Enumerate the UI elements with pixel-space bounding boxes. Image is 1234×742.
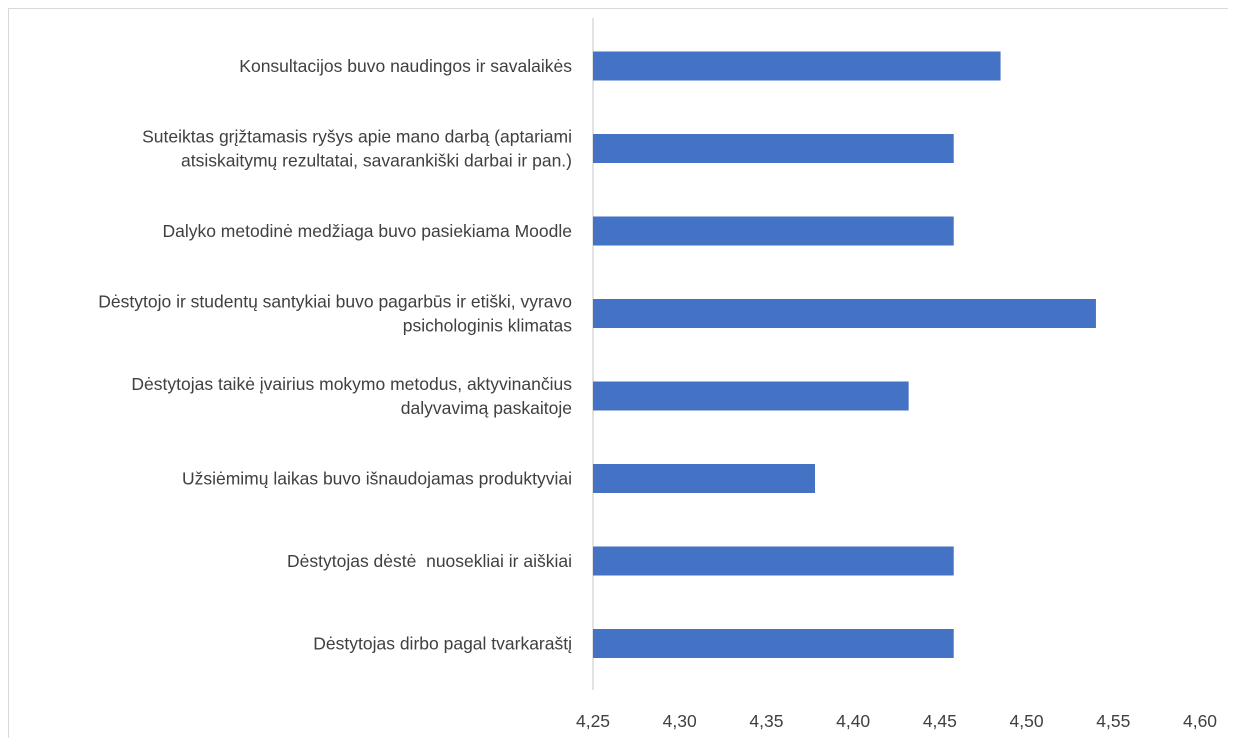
chart-frame [8, 8, 1228, 738]
category-label-line: Dėstytojo ir studentų santykiai buvo pag… [98, 292, 572, 312]
x-tick-label: 4,55 [1096, 711, 1130, 731]
x-tick-label: 4,50 [1010, 711, 1044, 731]
category-label-line: Užsiėmimų laikas buvo išnaudojamas produ… [182, 469, 572, 489]
category-label-line: Dėstytojas taikė įvairius mokymo metodus… [131, 374, 572, 394]
category-label-2: Suteiktas grįžtamasis ryšys apie mano da… [142, 127, 572, 171]
bar-8 [593, 629, 954, 658]
bar-1 [593, 51, 1001, 81]
category-label-7: Dėstytojas dėstė nuosekliai ir aiškiai [287, 551, 572, 571]
category-label-line: atsiskaitymų rezultatai, savarankiški da… [181, 151, 572, 171]
x-tick-label: 4,40 [836, 711, 870, 731]
category-label-line: dalyvavimą paskaitoje [401, 398, 572, 418]
category-label-5: Dėstytojas taikė įvairius mokymo metodus… [131, 374, 572, 418]
category-label-line: Dalyko metodinė medžiaga buvo pasiekiama… [162, 221, 572, 241]
bar-7 [593, 546, 954, 576]
x-tick-label: 4,60 [1183, 711, 1217, 731]
category-label-line: Konsultacijos buvo naudingos ir savalaik… [239, 56, 572, 76]
bars-group [593, 51, 1096, 658]
x-tick-label: 4,30 [663, 711, 697, 731]
category-label-1: Konsultacijos buvo naudingos ir savalaik… [239, 56, 572, 76]
category-label-line: Dėstytojas dirbo pagal tvarkaraštį [313, 634, 572, 654]
category-label-line: psichologinis klimatas [403, 316, 572, 336]
category-label-6: Užsiėmimų laikas buvo išnaudojamas produ… [182, 469, 572, 489]
bar-3 [593, 216, 954, 246]
bar-5 [593, 381, 909, 411]
category-label-line: Suteiktas grįžtamasis ryšys apie mano da… [142, 127, 572, 147]
bar-6 [593, 464, 815, 493]
x-tick-label: 4,25 [576, 711, 610, 731]
category-label-4: Dėstytojo ir studentų santykiai buvo pag… [98, 292, 572, 336]
bar-4 [593, 299, 1096, 328]
bar-2 [593, 134, 954, 163]
x-tick-label: 4,45 [923, 711, 957, 731]
category-label-8: Dėstytojas dirbo pagal tvarkaraštį [313, 634, 572, 654]
x-tick-label: 4,35 [749, 711, 783, 731]
category-label-3: Dalyko metodinė medžiaga buvo pasiekiama… [162, 221, 572, 241]
category-labels: Konsultacijos buvo naudingos ir savalaik… [98, 56, 572, 654]
x-tick-labels: 4,25 4,30 4,35 4,40 4,45 4,50 4,55 4,60 [576, 711, 1217, 731]
category-label-line: Dėstytojas dėstė nuosekliai ir aiškiai [287, 551, 572, 571]
